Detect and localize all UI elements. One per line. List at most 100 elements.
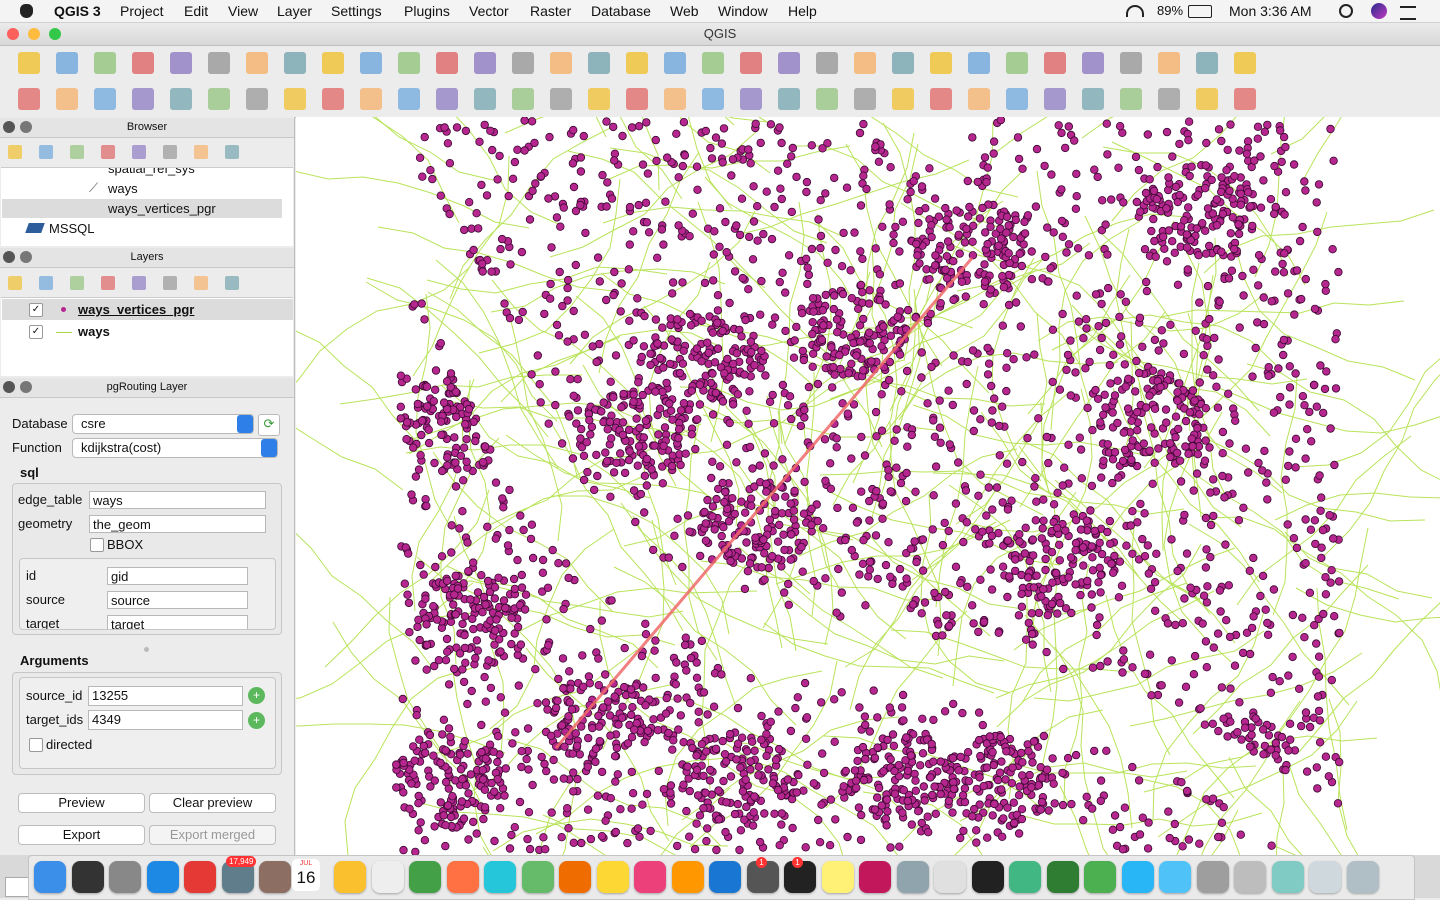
text-input[interactable]: 13255 bbox=[88, 686, 243, 706]
toolbar-button[interactable] bbox=[1044, 88, 1066, 110]
dock-app[interactable] bbox=[971, 861, 1004, 893]
toolbar-button[interactable] bbox=[702, 88, 724, 110]
combo-arrow[interactable] bbox=[237, 415, 253, 433]
panel-close[interactable] bbox=[3, 251, 15, 263]
spotlight-icon[interactable] bbox=[1339, 4, 1353, 18]
map-canvas[interactable] bbox=[296, 117, 1440, 855]
clock[interactable]: Mon 3:36 AM bbox=[1229, 3, 1312, 19]
toolbar-button[interactable] bbox=[208, 88, 230, 110]
panel-close[interactable] bbox=[3, 121, 15, 133]
toolbar-button[interactable] bbox=[1044, 52, 1066, 74]
clear-preview-button[interactable]: Clear preview bbox=[149, 793, 276, 813]
apple-logo[interactable] bbox=[20, 4, 33, 18]
dock-app[interactable] bbox=[671, 861, 704, 893]
toolbar-button[interactable] bbox=[1158, 52, 1180, 74]
panel-tool[interactable] bbox=[8, 145, 22, 159]
dock-app[interactable] bbox=[1309, 861, 1341, 893]
toolbar-button[interactable] bbox=[436, 88, 458, 110]
dock-app[interactable] bbox=[334, 861, 366, 893]
dock-app[interactable] bbox=[896, 861, 929, 893]
toolbar-button[interactable] bbox=[588, 88, 610, 110]
dock-app[interactable] bbox=[184, 861, 216, 893]
layer-name[interactable]: ways bbox=[78, 324, 110, 339]
text-input[interactable]: the_geom bbox=[89, 515, 266, 533]
minimize-button[interactable] bbox=[28, 28, 40, 40]
database-combo[interactable]: csre bbox=[72, 414, 254, 434]
menu-item[interactable]: Window bbox=[718, 3, 768, 19]
tree-item[interactable]: spatial_ref_sys bbox=[108, 167, 195, 176]
panel-tool[interactable] bbox=[70, 145, 84, 159]
toolbar-button[interactable] bbox=[512, 52, 534, 74]
dock-app[interactable] bbox=[446, 861, 479, 893]
toolbar-button[interactable] bbox=[816, 52, 838, 74]
dock-app[interactable] bbox=[259, 861, 291, 893]
dock-app[interactable] bbox=[109, 861, 141, 893]
toolbar-button[interactable] bbox=[474, 88, 496, 110]
text-input[interactable]: 4349 bbox=[88, 710, 243, 730]
toolbar-button[interactable] bbox=[18, 52, 40, 74]
dock-app[interactable] bbox=[1234, 861, 1266, 893]
toolbar-button[interactable] bbox=[284, 88, 306, 110]
function-combo[interactable]: kdijkstra(cost) bbox=[72, 438, 278, 458]
bbox-checkbox[interactable] bbox=[90, 538, 104, 552]
toolbar-button[interactable] bbox=[854, 88, 876, 110]
toolbar-button[interactable] bbox=[360, 52, 382, 74]
toolbar-button[interactable] bbox=[664, 52, 686, 74]
dock-app[interactable] bbox=[934, 861, 966, 893]
toolbar-button[interactable] bbox=[968, 52, 990, 74]
panel-tool[interactable] bbox=[39, 145, 53, 159]
layer-name[interactable]: ways_vertices_pgr bbox=[78, 302, 195, 317]
toolbar-button[interactable] bbox=[740, 52, 762, 74]
toolbar-button[interactable] bbox=[892, 52, 914, 74]
toolbar-button[interactable] bbox=[132, 88, 154, 110]
toolbar-button[interactable] bbox=[1082, 52, 1104, 74]
toolbar-button[interactable] bbox=[588, 52, 610, 74]
pick-button[interactable]: + bbox=[248, 712, 265, 729]
toolbar-button[interactable] bbox=[18, 88, 40, 110]
text-input[interactable]: ways bbox=[89, 491, 266, 509]
panel-tool[interactable] bbox=[132, 276, 146, 290]
panel-tool[interactable] bbox=[8, 276, 22, 290]
toolbar-button[interactable] bbox=[550, 88, 572, 110]
battery-icon[interactable] bbox=[1188, 5, 1212, 18]
menu-item[interactable]: Settings bbox=[331, 3, 382, 19]
toolbar-button[interactable] bbox=[930, 52, 952, 74]
export-button[interactable]: Export bbox=[18, 825, 145, 845]
toolbar-button[interactable] bbox=[474, 52, 496, 74]
wifi-icon[interactable] bbox=[1126, 5, 1144, 17]
menu-item[interactable]: Plugins bbox=[404, 3, 450, 19]
splitter-handle[interactable] bbox=[144, 647, 149, 652]
toolbar-button[interactable] bbox=[170, 52, 192, 74]
dock-app[interactable] bbox=[634, 861, 666, 893]
toolbar-button[interactable] bbox=[322, 52, 344, 74]
dock-app[interactable] bbox=[1271, 861, 1304, 893]
toolbar-button[interactable] bbox=[1234, 88, 1256, 110]
dock-app[interactable] bbox=[1046, 861, 1079, 893]
dock-app[interactable] bbox=[34, 861, 66, 893]
layer-checkbox[interactable]: ✓ bbox=[29, 303, 43, 317]
layer-checkbox[interactable]: ✓ bbox=[29, 325, 43, 339]
toolbar-button[interactable] bbox=[436, 52, 458, 74]
panel-float[interactable] bbox=[20, 381, 32, 393]
dock-app[interactable] bbox=[371, 861, 404, 893]
tree-item[interactable]: ways_vertices_pgr bbox=[108, 201, 216, 216]
menu-item[interactable]: Edit bbox=[184, 3, 209, 19]
toolbar-button[interactable] bbox=[778, 88, 800, 110]
panel-tool[interactable] bbox=[225, 276, 239, 290]
toolbar-button[interactable] bbox=[94, 88, 116, 110]
menu-item[interactable]: Project bbox=[120, 3, 164, 19]
dock-app[interactable] bbox=[821, 861, 854, 893]
toolbar-button[interactable] bbox=[56, 88, 78, 110]
close-button[interactable] bbox=[7, 28, 19, 40]
panel-tool[interactable] bbox=[194, 145, 208, 159]
dock-app[interactable] bbox=[1196, 861, 1229, 893]
toolbar-button[interactable] bbox=[246, 52, 268, 74]
menu-item[interactable]: Help bbox=[788, 3, 817, 19]
toolbar-button[interactable] bbox=[170, 88, 192, 110]
calendar-icon[interactable]: JUL 16 bbox=[292, 859, 320, 891]
toolbar-button[interactable] bbox=[892, 88, 914, 110]
toolbar-button[interactable] bbox=[208, 52, 230, 74]
preview-button[interactable]: Preview bbox=[18, 793, 145, 813]
toolbar-button[interactable] bbox=[1082, 88, 1104, 110]
toolbar-button[interactable] bbox=[1120, 88, 1142, 110]
